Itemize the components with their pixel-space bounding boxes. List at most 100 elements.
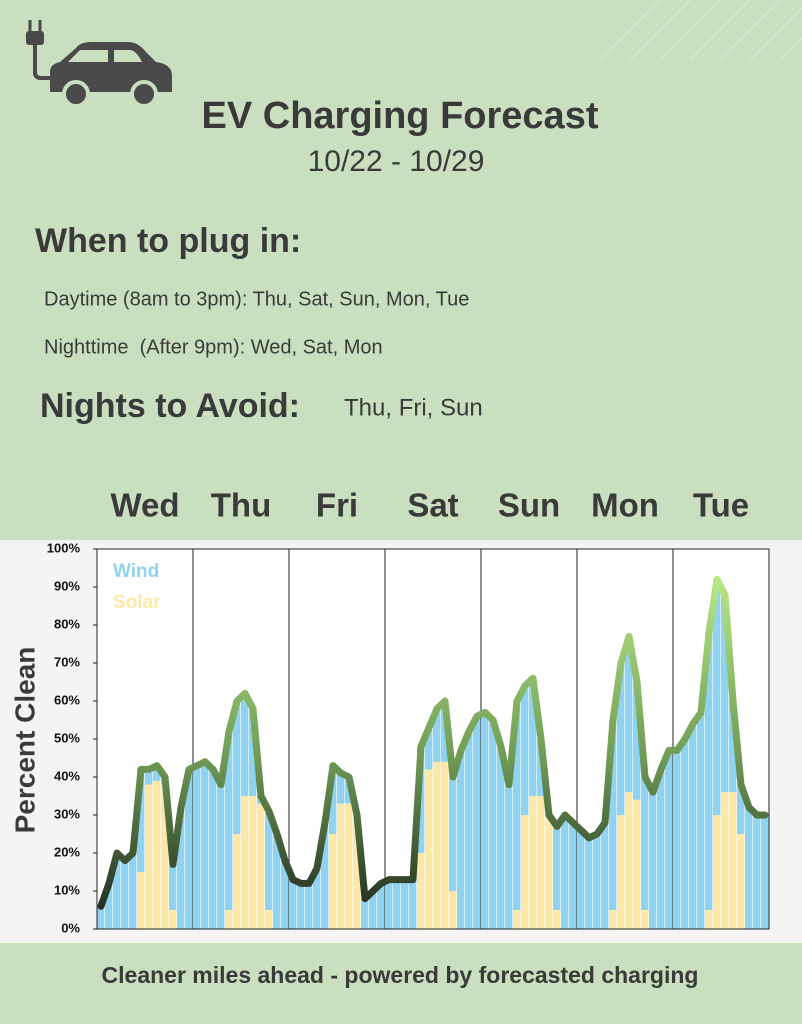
- bar: [233, 701, 241, 834]
- bar: [353, 815, 361, 929]
- bar: [521, 815, 529, 929]
- bar: [745, 807, 753, 929]
- avoid-days: Thu, Fri, Sun: [344, 394, 483, 421]
- bar: [153, 780, 161, 929]
- bar: [121, 860, 129, 929]
- day-label: Tue: [693, 487, 749, 524]
- bar: [105, 883, 113, 929]
- bar: [521, 685, 529, 815]
- bar: [497, 746, 505, 929]
- plug-item: Daytime (8am to 3pm): Thu, Sat, Sun, Mon…: [44, 288, 469, 310]
- y-tick-label: 30%: [54, 806, 80, 821]
- bar: [737, 784, 745, 834]
- y-tick-label: 20%: [54, 844, 80, 859]
- y-tick-label: 70%: [54, 654, 80, 669]
- bar: [737, 834, 745, 929]
- legend-entry: Wind: [113, 561, 159, 582]
- bar: [265, 910, 273, 929]
- bar: [625, 792, 633, 929]
- bar: [217, 784, 225, 929]
- day-label: Wed: [110, 487, 179, 524]
- bar: [169, 864, 177, 910]
- bar: [657, 769, 665, 929]
- bar: [289, 879, 297, 929]
- bar: [705, 910, 713, 929]
- y-axis-label: Percent Clean: [9, 647, 40, 834]
- bar: [201, 761, 209, 929]
- day-label: Sun: [498, 487, 560, 524]
- y-tick-label: 10%: [54, 882, 80, 897]
- y-tick-label: 90%: [54, 578, 80, 593]
- bar: [513, 910, 521, 929]
- bar: [713, 815, 721, 929]
- total-line: [97, 575, 769, 910]
- bar: [177, 807, 185, 929]
- bar: [137, 769, 145, 872]
- bar: [721, 594, 729, 793]
- bar: [145, 769, 153, 785]
- bar: [729, 792, 737, 929]
- bar: [329, 834, 337, 929]
- footer: Cleaner miles ahead - powered by forecas…: [102, 962, 699, 988]
- bar: [241, 796, 249, 929]
- legend-entry: Solar: [113, 592, 161, 613]
- bar: [681, 739, 689, 929]
- bar: [713, 579, 721, 815]
- bar: [297, 883, 305, 929]
- bar: [441, 761, 449, 929]
- bar: [145, 784, 153, 929]
- bar: [665, 750, 673, 929]
- bar: [473, 716, 481, 929]
- bar: [609, 910, 617, 929]
- y-tick-label: 60%: [54, 692, 80, 707]
- day-label: Fri: [316, 487, 358, 524]
- bar: [337, 773, 345, 804]
- y-tick-label: 100%: [47, 540, 81, 555]
- bar: [225, 731, 233, 910]
- bar: [385, 879, 393, 929]
- bar: [425, 727, 433, 770]
- bar: [673, 750, 681, 929]
- date-range: 10/22 - 10/29: [308, 145, 485, 178]
- title: EV Charging Forecast: [202, 95, 599, 137]
- bar: [761, 815, 769, 929]
- bar: [209, 769, 217, 929]
- bar: [449, 777, 457, 891]
- bar: [465, 731, 473, 929]
- bar: [617, 815, 625, 929]
- bar: [433, 761, 441, 929]
- bar: [641, 777, 649, 910]
- bar: [273, 834, 281, 929]
- bar: [609, 720, 617, 910]
- bar: [545, 815, 553, 929]
- hatch: [599, 0, 802, 61]
- bar: [481, 712, 489, 929]
- bar: [225, 910, 233, 929]
- bar: [617, 663, 625, 815]
- plug-heading: When to plug in:: [35, 222, 301, 260]
- bar: [185, 769, 193, 929]
- bar: [729, 701, 737, 793]
- plot-border: [96, 548, 770, 930]
- plug-item: Nighttime (After 9pm): Wed, Sat, Mon: [44, 336, 383, 358]
- bar: [305, 883, 313, 929]
- bar: [553, 826, 561, 910]
- bar: [329, 765, 337, 834]
- avoid-heading: Nights to Avoid:: [40, 387, 300, 425]
- bar: [113, 853, 121, 929]
- bar: [633, 799, 641, 929]
- bar: [513, 701, 521, 910]
- bar: [569, 822, 577, 929]
- day-label: Sat: [407, 487, 458, 524]
- bar: [625, 636, 633, 793]
- bar: [633, 682, 641, 800]
- bar: [489, 720, 497, 929]
- bar: [321, 822, 329, 929]
- bar: [529, 796, 537, 929]
- bar: [449, 891, 457, 929]
- bar: [401, 879, 409, 929]
- bar: [393, 879, 401, 929]
- bar: [753, 815, 761, 929]
- car-icon: [26, 20, 172, 108]
